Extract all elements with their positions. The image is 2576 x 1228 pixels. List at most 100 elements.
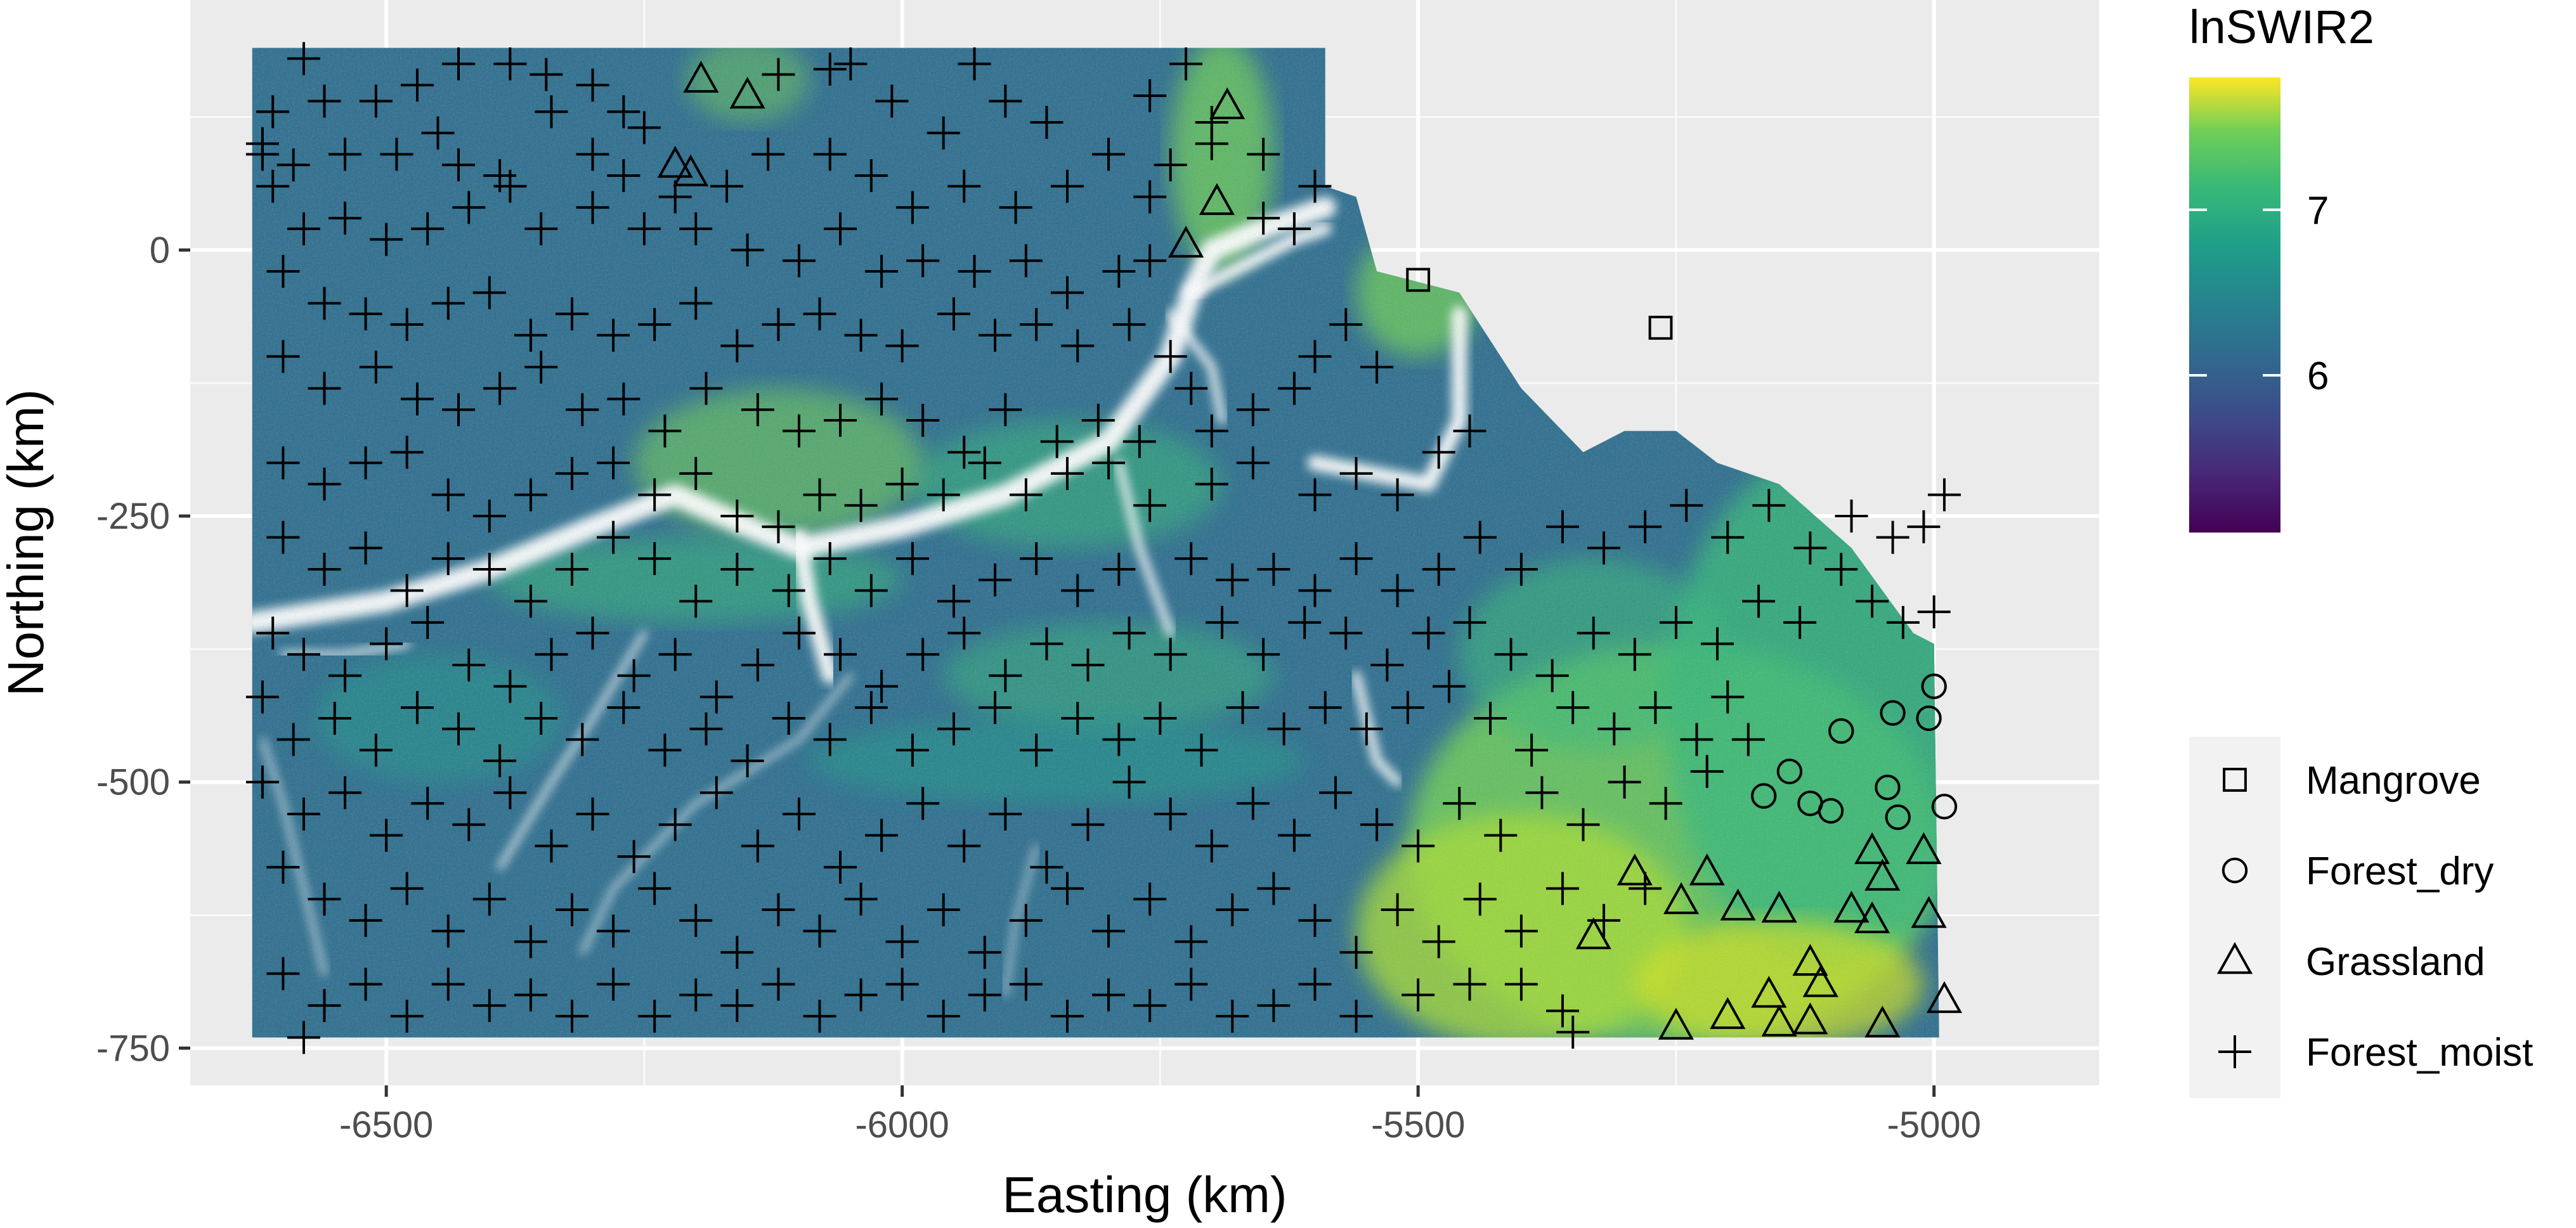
forest-moist-point xyxy=(699,680,733,714)
forest-moist-point xyxy=(1556,1016,1590,1049)
forest-moist-point xyxy=(1835,500,1868,533)
forest-moist-point xyxy=(927,893,960,927)
forest-moist-point xyxy=(308,552,341,586)
forest-moist-point xyxy=(349,967,382,1001)
forest-moist-point xyxy=(638,542,672,576)
forest-moist-point xyxy=(1030,850,1064,884)
forest-moist-point xyxy=(1206,605,1239,639)
forest-moist-point xyxy=(597,446,630,480)
forest-moist-point xyxy=(968,936,1001,969)
forest-moist-point xyxy=(1742,585,1776,618)
forest-moist-point xyxy=(607,95,641,129)
forest-moist-point xyxy=(1092,138,1126,171)
mangrove-point xyxy=(1406,268,1431,292)
grassland-point xyxy=(1854,901,1890,934)
forest-moist-point xyxy=(1112,765,1146,799)
forest-moist-point xyxy=(854,574,888,607)
grassland-point xyxy=(673,154,709,186)
forest-moist-point xyxy=(865,255,899,288)
forest-moist-point xyxy=(1463,520,1497,554)
forest-moist-point xyxy=(1092,446,1126,480)
forest-moist-point xyxy=(287,1021,320,1054)
forest-moist-point xyxy=(1422,925,1455,959)
forest-moist-point xyxy=(1169,47,1203,81)
forest-moist-point xyxy=(1504,967,1538,1001)
forest-moist-point xyxy=(431,542,465,576)
forest-moist-point xyxy=(1133,79,1167,113)
forest-moist-point xyxy=(452,191,486,224)
forest-moist-point xyxy=(390,574,424,607)
forest-moist-point xyxy=(989,798,1022,831)
forest-moist-point xyxy=(472,882,506,916)
legend-item-grassland: Grassland xyxy=(2216,940,2485,984)
forest-moist-point xyxy=(1515,734,1549,767)
mangrove-point xyxy=(1648,316,1673,340)
forest-moist-point xyxy=(1174,925,1208,959)
y-axis-title: Northing (km) xyxy=(0,389,54,697)
forest-moist-point xyxy=(431,287,465,320)
forest-moist-point xyxy=(1402,978,1435,1012)
forest-moist-point xyxy=(349,297,382,331)
forest-moist-point xyxy=(370,818,403,852)
forest-moist-point xyxy=(927,116,960,150)
forest-moist-point xyxy=(400,691,434,725)
forest-moist-point xyxy=(1071,649,1105,682)
shape-legend: Mangrove Forest_dry Grassland Forest_moist xyxy=(2189,737,2533,1098)
forest-moist-point xyxy=(287,798,320,831)
forest-moist-point xyxy=(627,212,661,245)
forest-moist-point xyxy=(885,967,919,1001)
forest-moist-point xyxy=(411,787,445,820)
grassland-point xyxy=(1761,890,1797,923)
grassland-point xyxy=(1761,1004,1797,1037)
y-tick-label: -500 xyxy=(96,762,170,803)
forest-moist-point xyxy=(906,787,940,820)
forest-moist-point xyxy=(1216,999,1249,1033)
grassland-point xyxy=(1168,225,1204,258)
forest-moist-point xyxy=(1174,542,1208,576)
forest-moist-point xyxy=(452,649,486,682)
legend-label: Forest_dry xyxy=(2306,850,2494,893)
forest-moist-point xyxy=(535,638,568,671)
forest-moist-point xyxy=(318,701,351,735)
grassland-point xyxy=(1720,888,1756,921)
forest-moist-point xyxy=(524,351,558,384)
forest-moist-point xyxy=(370,223,403,256)
forest-moist-point xyxy=(844,978,878,1012)
forest-moist-point xyxy=(1102,552,1136,586)
forest-moist-point xyxy=(1216,563,1249,597)
forest-moist-point xyxy=(329,776,362,810)
triangle-icon xyxy=(2216,941,2253,974)
grassland-point xyxy=(1911,896,1947,928)
forest-moist-point xyxy=(844,318,878,352)
forest-moist-point xyxy=(1525,776,1559,810)
forest-moist-point xyxy=(1545,872,1579,905)
forest-moist-point xyxy=(824,403,857,437)
forest-moist-point xyxy=(679,978,713,1012)
forest-moist-point xyxy=(308,467,341,501)
forest-moist-point xyxy=(782,244,816,278)
forest-moist-point xyxy=(556,893,589,927)
forest-moist-point xyxy=(1298,169,1332,203)
forest-moist-point xyxy=(658,638,692,671)
forest-moist-point xyxy=(308,989,341,1023)
forest-moist-point xyxy=(679,212,713,245)
grassland-point xyxy=(1617,853,1653,886)
forest-moist-point xyxy=(968,446,1001,480)
forest-dry-point xyxy=(1885,804,1911,831)
forest-moist-point xyxy=(762,510,795,543)
forest-moist-point xyxy=(266,520,300,554)
forest-moist-point xyxy=(1154,340,1187,373)
forest-moist-point xyxy=(556,297,589,331)
grassland-point xyxy=(1710,997,1746,1030)
y-tick-label: -750 xyxy=(96,1028,170,1069)
forest-moist-point xyxy=(1825,552,1858,586)
legend-label: Grassland xyxy=(2306,940,2485,984)
forest-moist-point xyxy=(1402,829,1435,863)
grassland-point xyxy=(657,146,693,178)
forest-moist-point xyxy=(1236,393,1270,427)
forest-moist-point xyxy=(741,393,774,427)
forest-moist-point xyxy=(1020,542,1053,576)
forest-moist-point xyxy=(390,999,424,1033)
forest-moist-point xyxy=(803,999,836,1033)
forest-moist-point xyxy=(1711,520,1745,554)
